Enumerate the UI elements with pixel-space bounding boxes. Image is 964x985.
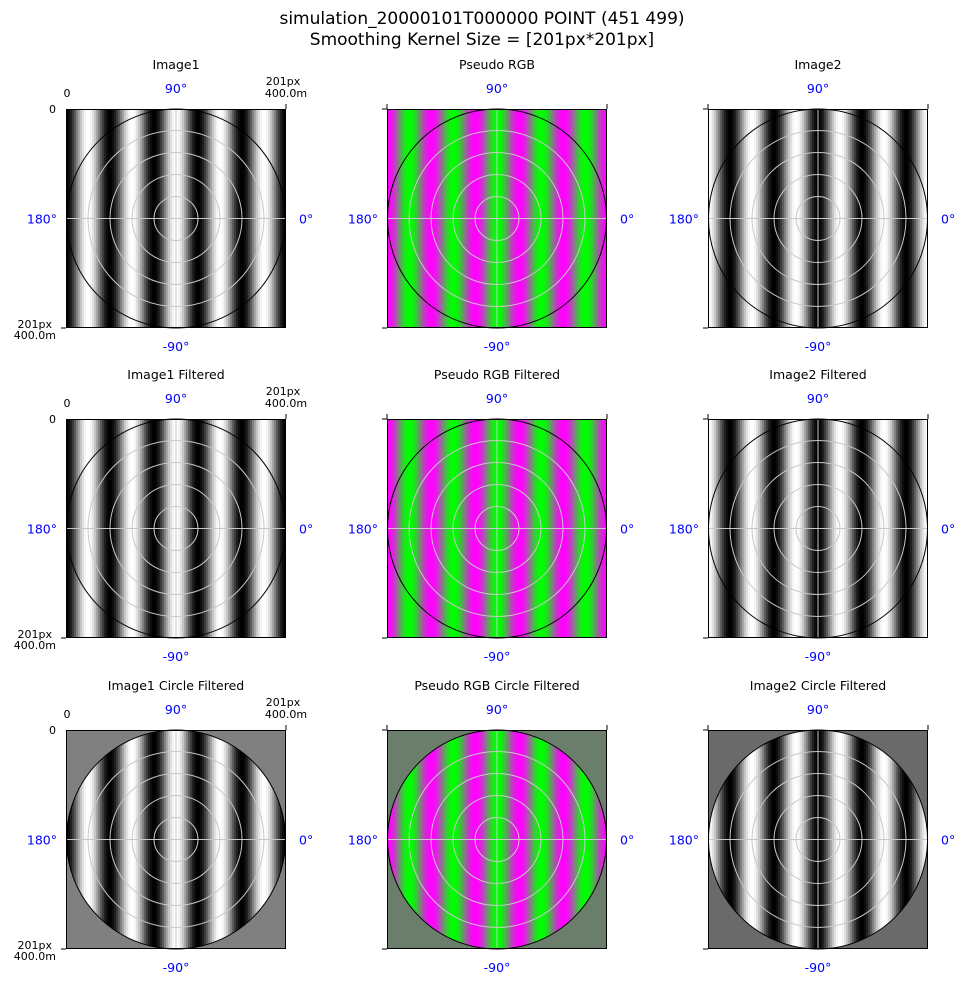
polar-label-south: -90° (163, 649, 190, 664)
top-right-px-label: 201px (266, 385, 301, 398)
polar-label-south: -90° (163, 960, 190, 975)
polar-label-east: 0° (941, 522, 955, 537)
top-left-label: 0 (64, 87, 71, 100)
panel-8: Pseudo RGB Circle Filtered 90° -90° 180° 0° (348, 678, 634, 975)
polar-label-east: 0° (299, 522, 313, 537)
polar-label-north: 90° (165, 391, 187, 406)
left-bottom-m-label: 400.0m (14, 639, 56, 652)
polar-grid (66, 109, 286, 328)
polar-label-east: 0° (620, 522, 634, 537)
top-right-m-label: 400.0m (265, 397, 307, 410)
panel-title: Pseudo RGB Circle Filtered (414, 678, 579, 693)
polar-grid (387, 419, 607, 638)
polar-label-north: 90° (807, 702, 829, 717)
left-bottom-m-label: 400.0m (14, 329, 56, 342)
polar-label-east: 0° (620, 212, 634, 227)
top-left-label: 0 (64, 708, 71, 721)
panel-4: Image1 Filtered0201px400.0m0201px400.0m9… (14, 367, 313, 664)
polar-label-north: 90° (807, 81, 829, 96)
panel-title: Image2 Filtered (769, 367, 866, 382)
top-right-px-label: 201px (266, 696, 301, 709)
axes-frame (66, 419, 286, 638)
polar-label-east: 0° (299, 212, 313, 227)
top-right-m-label: 400.0m (265, 708, 307, 721)
polar-label-east: 0° (620, 833, 634, 848)
axes-frame (387, 419, 607, 638)
panel-title: Image1 Circle Filtered (108, 678, 244, 693)
left-bottom-px-label: 201px (18, 939, 53, 952)
polar-grid (708, 730, 928, 949)
polar-label-south: -90° (484, 649, 511, 664)
left-top-label: 0 (49, 413, 56, 426)
panel-title: Image1 (152, 57, 199, 72)
left-bottom-m-label: 400.0m (14, 950, 56, 963)
figure-title-line1: simulation_20000101T000000 POINT (451 49… (279, 9, 684, 29)
polar-label-south: -90° (805, 339, 832, 354)
polar-label-west: 180° (669, 212, 699, 227)
panel-6: Image2 Filtered 90° -90° 180° 0° (669, 367, 955, 664)
polar-label-south: -90° (484, 960, 511, 975)
polar-label-north: 90° (165, 81, 187, 96)
polar-grid (708, 109, 928, 328)
polar-label-west: 180° (348, 212, 378, 227)
polar-label-north: 90° (486, 81, 508, 96)
top-right-px-label: 201px (266, 75, 301, 88)
polar-label-north: 90° (807, 391, 829, 406)
panel-title: Image2 Circle Filtered (750, 678, 886, 693)
left-top-label: 0 (49, 103, 56, 116)
axes-frame (66, 730, 286, 949)
polar-label-south: -90° (163, 339, 190, 354)
polar-label-south: -90° (805, 649, 832, 664)
panel-9: Image2 Circle Filtered 90° -90° 180° 0° (669, 678, 955, 975)
polar-grid (66, 730, 286, 949)
polar-label-west: 180° (348, 833, 378, 848)
axes-frame (708, 730, 928, 949)
polar-label-east: 0° (941, 833, 955, 848)
top-right-m-label: 400.0m (265, 87, 307, 100)
polar-grid (66, 419, 286, 638)
panel-3: Image2 90° -90° 180° 0° (669, 57, 955, 354)
panel-1: Image10201px400.0m0201px400.0m90°-90°180… (14, 57, 313, 354)
polar-grid (708, 419, 928, 638)
polar-grid (387, 109, 607, 328)
polar-label-north: 90° (486, 391, 508, 406)
panel-7: Image1 Circle Filtered0201px400.0m0201px… (14, 678, 313, 975)
polar-label-east: 0° (941, 212, 955, 227)
axes-frame (66, 109, 286, 328)
polar-label-west: 180° (27, 833, 57, 848)
polar-label-west: 180° (27, 522, 57, 537)
panel-2: Pseudo RGB 90° -90° 180° 0° (348, 57, 634, 354)
panels-grid: Image10201px400.0m0201px400.0m90°-90°180… (14, 57, 955, 975)
polar-label-east: 0° (299, 833, 313, 848)
figure-title-line2: Smoothing Kernel Size = [201px*201px] (310, 30, 654, 50)
left-top-label: 0 (49, 724, 56, 737)
panel-title: Image1 Filtered (127, 367, 224, 382)
polar-label-west: 180° (348, 522, 378, 537)
polar-label-south: -90° (484, 339, 511, 354)
panel-title: Pseudo RGB (459, 57, 535, 72)
panel-title: Image2 (794, 57, 841, 72)
left-bottom-px-label: 201px (18, 628, 53, 641)
panel-5: Pseudo RGB Filtered 90° -90° 180° 0° (348, 367, 634, 664)
axes-frame (387, 109, 607, 328)
polar-label-north: 90° (165, 702, 187, 717)
axes-frame (708, 419, 928, 638)
panel-title: Pseudo RGB Filtered (434, 367, 560, 382)
polar-label-north: 90° (486, 702, 508, 717)
axes-frame (387, 730, 607, 949)
polar-label-south: -90° (805, 960, 832, 975)
axes-frame (708, 109, 928, 328)
polar-grid (387, 730, 607, 949)
polar-label-west: 180° (27, 212, 57, 227)
top-left-label: 0 (64, 397, 71, 410)
polar-label-west: 180° (669, 833, 699, 848)
polar-label-west: 180° (669, 522, 699, 537)
left-bottom-px-label: 201px (18, 318, 53, 331)
